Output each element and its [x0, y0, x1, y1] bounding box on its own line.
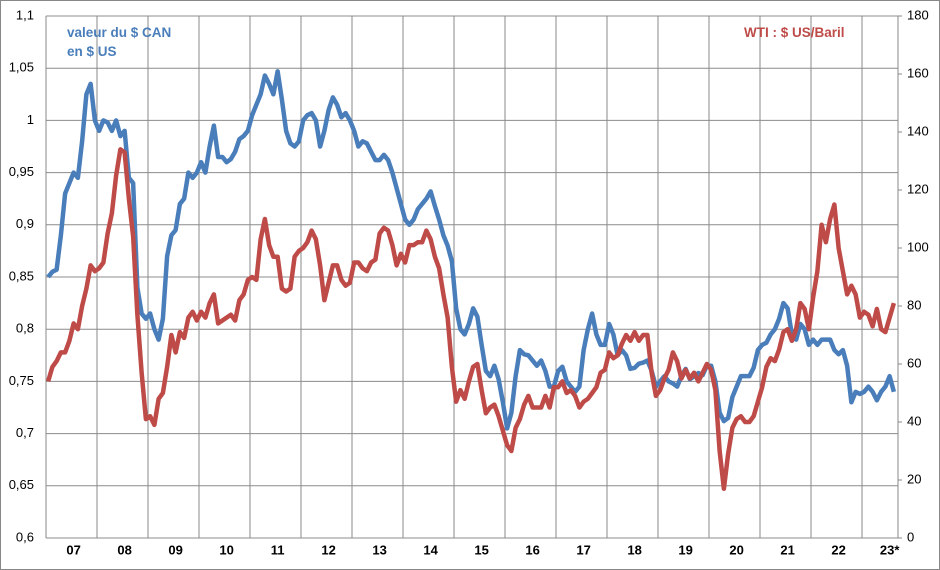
- x-tick-label: 16: [525, 542, 539, 557]
- y2-tick-label: 20: [907, 471, 921, 486]
- y-tick-label: 0,9: [16, 216, 34, 231]
- x-tick-label: 20: [729, 542, 743, 557]
- y-tick-label: 0,6: [16, 529, 34, 544]
- y-tick-label: 1: [27, 112, 34, 127]
- series-line: [45, 147, 897, 491]
- x-tick-label: 23*: [880, 542, 900, 557]
- y2-tick-label: 160: [907, 65, 929, 80]
- x-tick-label: 21: [780, 542, 794, 557]
- y-tick-label: 1,05: [9, 60, 34, 75]
- y-tick-label: 0,75: [9, 373, 34, 388]
- y-tick-label: 0,7: [16, 425, 34, 440]
- y2-tick-label: 180: [907, 7, 929, 22]
- x-tick-label: 11: [271, 542, 285, 557]
- y2-tick-label: 60: [907, 355, 921, 370]
- y-tick-label: 0,8: [16, 321, 34, 336]
- y-tick-label: 0,65: [9, 477, 34, 492]
- x-tick-label: 17: [576, 542, 590, 557]
- x-tick-label: 13: [372, 542, 386, 557]
- x-tick-label: 18: [627, 542, 641, 557]
- y2-tick-label: 100: [907, 239, 929, 254]
- legend-blue: valeur du $ CAN en $ US: [67, 25, 172, 59]
- series-line: [46, 69, 897, 431]
- y-tick-label: 0,85: [9, 268, 34, 283]
- x-tick-label: 15: [474, 542, 488, 557]
- y2-tick-label: 80: [907, 297, 921, 312]
- y2-tick-label: 0: [907, 529, 914, 544]
- y2-tick-label: 40: [907, 413, 921, 428]
- x-tick-label: 08: [117, 542, 131, 557]
- x-tick-label: 10: [219, 542, 233, 557]
- x-tick-label: 19: [678, 542, 692, 557]
- x-tick-label: 07: [66, 542, 80, 557]
- y-tick-label: 1,1: [16, 7, 34, 22]
- x-tick-label: 22: [831, 542, 845, 557]
- y2-tick-label: 140: [907, 123, 929, 138]
- y-tick-label: 0,95: [9, 164, 34, 179]
- x-tick-label: 09: [168, 542, 182, 557]
- legend-red: WTI : $ US/Baril: [744, 25, 845, 40]
- x-tick-label: 14: [423, 542, 438, 557]
- x-tick-label: 12: [321, 542, 335, 557]
- y2-tick-label: 120: [907, 181, 929, 196]
